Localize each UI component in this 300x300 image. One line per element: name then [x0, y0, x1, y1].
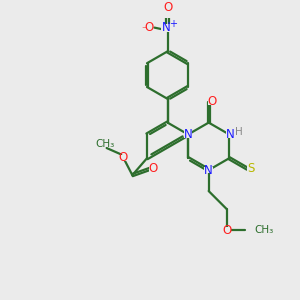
Bar — [205, 167, 213, 173]
Text: CH₃: CH₃ — [96, 139, 115, 149]
Text: O: O — [207, 95, 217, 108]
Text: O: O — [145, 21, 154, 34]
Text: O: O — [163, 1, 172, 14]
Bar — [146, 25, 153, 31]
Text: N: N — [204, 164, 213, 177]
Bar — [119, 155, 127, 161]
Bar — [223, 227, 231, 233]
Bar — [208, 99, 216, 105]
Bar — [149, 166, 157, 172]
Text: N: N — [184, 128, 193, 141]
Text: ⁻: ⁻ — [141, 26, 146, 35]
Bar — [226, 131, 239, 138]
Bar — [184, 131, 192, 137]
Bar — [164, 4, 172, 10]
Text: N: N — [226, 128, 235, 141]
Bar — [161, 24, 174, 32]
Bar — [247, 166, 255, 172]
Text: O: O — [119, 151, 128, 164]
Text: +: + — [169, 19, 177, 29]
Text: N: N — [161, 21, 170, 34]
Text: H: H — [235, 127, 243, 137]
Text: S: S — [247, 162, 254, 175]
Text: CH₃: CH₃ — [254, 225, 274, 235]
Text: O: O — [149, 163, 158, 176]
Text: O: O — [222, 224, 232, 237]
